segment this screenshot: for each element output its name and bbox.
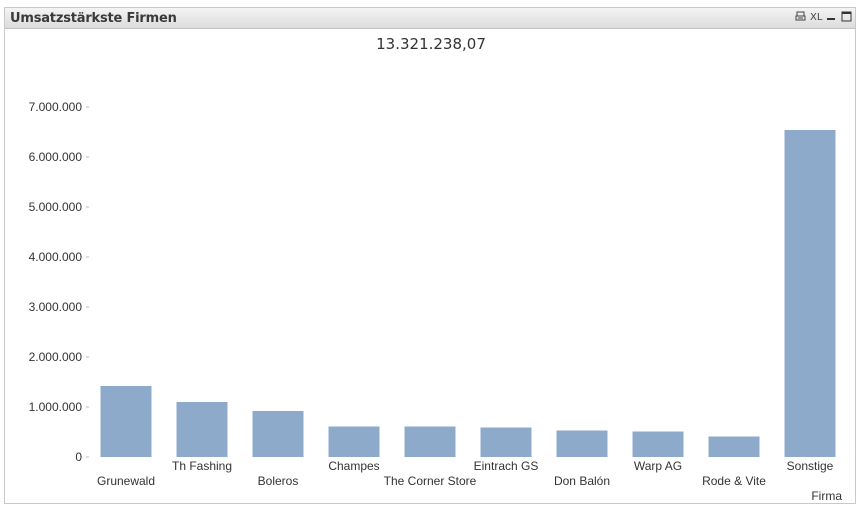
- y-tick-label: 5.000.000: [29, 200, 83, 214]
- bar: [328, 426, 380, 457]
- x-category-label: Eintrach GS: [474, 459, 539, 473]
- x-category-label: Sonstige: [787, 459, 834, 473]
- chart-window: Umsatzstärkste Firmen XL 13.321.238,07 0…: [4, 7, 856, 504]
- bar: [100, 386, 152, 457]
- x-category-label: Grunewald: [97, 474, 155, 488]
- x-category-label: Th Fashing: [172, 459, 232, 473]
- y-tick-label: 3.000.000: [29, 300, 83, 314]
- chart-total-value: 13.321.238,07: [376, 35, 486, 53]
- bar: [708, 436, 760, 457]
- y-tick-label: 2.000.000: [29, 350, 83, 364]
- titlebar: Umsatzstärkste Firmen XL: [5, 8, 855, 29]
- x-category-label: Don Balón: [554, 474, 610, 488]
- x-category-label: The Corner Store: [384, 474, 477, 488]
- bar-chart: 0 1.000.000 2.000.000 3.000.000 4.000.000 5.0…: [29, 100, 843, 503]
- excel-export-button[interactable]: XL: [810, 12, 823, 23]
- x-category-label: Boleros: [258, 474, 299, 488]
- y-tick-label: 1.000.000: [29, 400, 83, 414]
- bar: [480, 427, 532, 457]
- bar: [556, 430, 608, 457]
- bar: [784, 130, 836, 457]
- x-category-label: Warp AG: [634, 459, 682, 473]
- bar: [404, 426, 456, 457]
- y-tick-label: 0: [75, 450, 82, 464]
- maximize-icon[interactable]: [841, 11, 853, 24]
- y-tick-label: 4.000.000: [29, 250, 83, 264]
- y-tick-label: 7.000.000: [29, 100, 83, 114]
- x-axis-title: Firma: [811, 489, 842, 503]
- x-category-label: Rode & Vite: [702, 474, 766, 488]
- minimize-icon[interactable]: [827, 11, 837, 24]
- window-title: Umsatzstärkste Firmen: [10, 11, 177, 26]
- y-tick-label: 6.000.000: [29, 150, 83, 164]
- x-category-label: Champes: [328, 459, 379, 473]
- bar: [632, 431, 684, 457]
- bar: [176, 402, 228, 457]
- bar: [252, 411, 304, 457]
- print-icon[interactable]: [795, 11, 807, 24]
